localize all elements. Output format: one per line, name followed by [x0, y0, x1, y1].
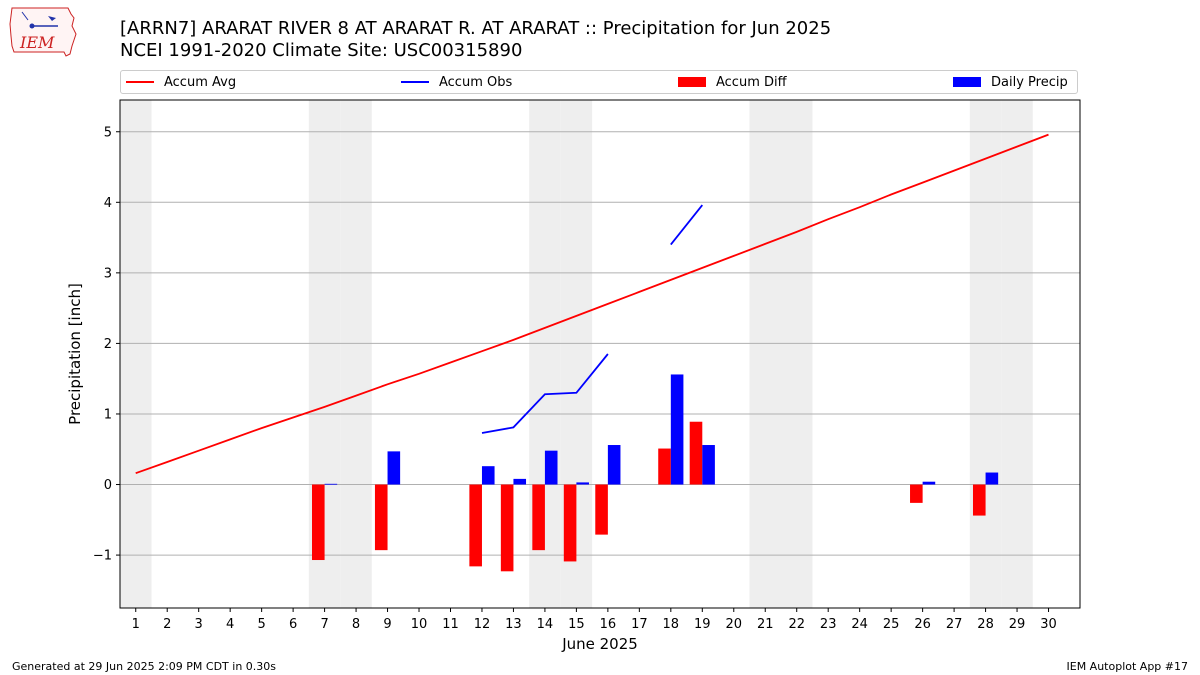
x-tick-label-3: 3	[195, 617, 203, 632]
y-axis-label: Precipitation [inch]	[66, 283, 84, 425]
bar-accum-diff-day-12	[469, 484, 482, 567]
bar-accum-diff-day-7	[312, 484, 325, 561]
bar-daily-precip-day-19	[702, 445, 715, 485]
footer-generated-note: Generated at 29 Jun 2025 2:09 PM CDT in …	[12, 660, 277, 673]
bar-accum-diff-day-13	[500, 484, 514, 572]
x-tick-label-2: 2	[163, 617, 171, 632]
x-tick-label-28: 28	[977, 617, 994, 632]
footer-app-label: IEM Autoplot App #17	[1066, 660, 1189, 673]
bar-accum-diff-day-15	[563, 484, 577, 562]
weekend-band-day-29	[1001, 100, 1033, 608]
legend-swatch-daily-precip	[953, 76, 981, 87]
weekend-band-day-21	[749, 100, 781, 608]
bar-daily-precip-day-9	[387, 451, 401, 485]
bar-accum-diff-day-9	[374, 484, 388, 551]
x-tick-label-25: 25	[883, 617, 900, 632]
bar-daily-precip-day-14	[544, 450, 558, 485]
svg-text:IEM: IEM	[19, 33, 55, 52]
line-accum-obs-segment-1	[670, 204, 704, 246]
bar-accum-diff-day-18	[658, 448, 671, 485]
bar-daily-precip-day-28	[985, 472, 999, 485]
y-tick-label--1: −1	[93, 549, 112, 564]
bar-daily-precip-day-7	[324, 483, 338, 485]
bar-daily-precip-day-26	[922, 481, 936, 485]
iem-logo: IEM	[8, 6, 80, 58]
chart-legend: Accum Avg Accum Obs Accum Diff Daily Pre…	[120, 70, 1078, 94]
x-tick-label-17: 17	[631, 617, 648, 632]
plot-frame	[119, 99, 1081, 609]
legend-item-accum-avg: Accum Avg	[126, 74, 236, 92]
x-tick-label-30: 30	[1040, 617, 1057, 632]
y-tick-label-5: 5	[104, 125, 112, 140]
chart-title: [ARRN7] ARARAT RIVER 8 AT ARARAT R. AT A…	[120, 18, 832, 39]
legend-label-daily-precip: Daily Precip	[991, 75, 1068, 90]
x-tick-label-15: 15	[568, 617, 585, 632]
bar-accum-diff-day-28	[972, 484, 986, 516]
line-accum-obs-segment-0	[481, 353, 609, 434]
x-tick-label-22: 22	[788, 617, 805, 632]
x-tick-label-1: 1	[132, 617, 140, 632]
x-tick-label-9: 9	[383, 617, 391, 632]
x-tick-label-29: 29	[1009, 617, 1026, 632]
weekend-band-day-22	[780, 100, 813, 608]
y-tick-label-0: 0	[104, 478, 112, 493]
y-tick-label-3: 3	[104, 266, 112, 281]
y-tick-label-1: 1	[104, 407, 112, 422]
legend-swatch-accum-avg	[126, 80, 154, 83]
x-tick-label-19: 19	[694, 617, 711, 632]
legend-label-accum-obs: Accum Obs	[439, 75, 513, 90]
weekend-band-day-1	[120, 100, 152, 608]
x-tick-label-14: 14	[537, 617, 554, 632]
legend-swatch-accum-diff	[678, 76, 706, 87]
legend-item-accum-diff: Accum Diff	[678, 74, 787, 92]
x-tick-label-27: 27	[946, 617, 963, 632]
x-tick-label-16: 16	[600, 617, 617, 632]
x-tick-label-24: 24	[851, 617, 868, 632]
x-axis-label: June 2025	[561, 635, 638, 653]
legend-swatch-accum-obs	[401, 80, 429, 83]
bar-accum-diff-day-26	[910, 484, 923, 503]
x-tick-label-12: 12	[474, 617, 491, 632]
x-tick-label-18: 18	[663, 617, 680, 632]
x-tick-label-5: 5	[257, 617, 265, 632]
line-accum-avg-segment-0	[135, 133, 1049, 475]
bar-daily-precip-day-18	[670, 374, 684, 485]
x-tick-label-11: 11	[442, 617, 459, 632]
x-tick-label-21: 21	[757, 617, 774, 632]
bar-daily-precip-day-12	[481, 466, 495, 485]
x-tick-label-13: 13	[505, 617, 522, 632]
x-tick-label-10: 10	[411, 617, 428, 632]
y-tick-label-2: 2	[104, 337, 112, 352]
legend-label-accum-avg: Accum Avg	[164, 75, 237, 90]
legend-item-daily-precip: Daily Precip	[953, 74, 1068, 92]
weekend-band-day-8	[340, 100, 372, 608]
bar-daily-precip-day-15	[576, 482, 589, 485]
legend-item-accum-obs: Accum Obs	[401, 74, 512, 92]
legend-label-accum-diff: Accum Diff	[716, 75, 787, 90]
x-tick-label-8: 8	[352, 617, 360, 632]
bar-daily-precip-day-13	[513, 478, 527, 485]
x-tick-label-7: 7	[320, 617, 328, 632]
weekend-band-day-28	[969, 100, 1002, 608]
y-tick-label-4: 4	[104, 196, 112, 211]
bar-accum-diff-day-19	[689, 421, 703, 485]
x-tick-label-4: 4	[226, 617, 234, 632]
bar-accum-diff-day-16	[595, 484, 608, 535]
x-tick-label-23: 23	[820, 617, 837, 632]
bar-accum-diff-day-14	[532, 484, 545, 551]
x-tick-label-26: 26	[914, 617, 931, 632]
bar-daily-precip-day-16	[607, 445, 621, 485]
x-tick-label-20: 20	[725, 617, 742, 632]
x-tick-label-6: 6	[289, 617, 297, 632]
chart-subtitle: NCEI 1991-2020 Climate Site: USC00315890	[120, 40, 523, 61]
